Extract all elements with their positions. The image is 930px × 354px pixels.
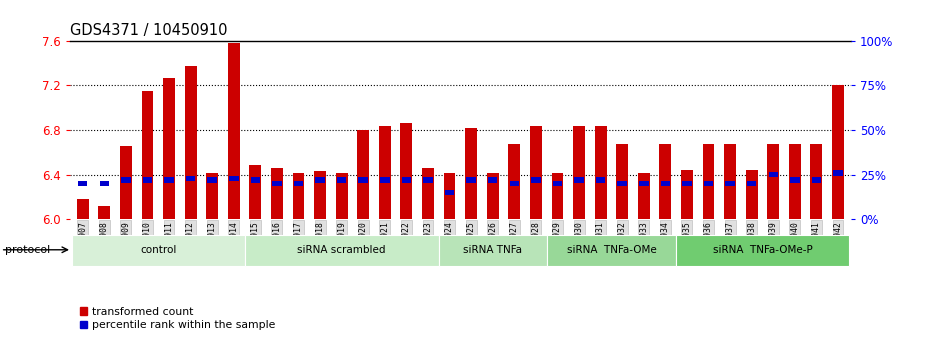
Bar [704, 181, 713, 187]
Bar [271, 168, 283, 219]
Bar [810, 143, 822, 219]
Text: siRNA  TNFa-OMe: siRNA TNFa-OMe [566, 245, 657, 255]
Bar [207, 177, 217, 183]
Bar [293, 172, 304, 219]
Bar [206, 172, 219, 219]
Bar [186, 176, 195, 181]
Bar [163, 78, 175, 219]
Bar [509, 143, 520, 219]
FancyBboxPatch shape [245, 235, 439, 266]
Bar [790, 177, 800, 183]
Text: GDS4371 / 10450910: GDS4371 / 10450910 [70, 23, 227, 38]
Bar [422, 168, 434, 219]
Bar [510, 181, 519, 187]
Bar [185, 67, 196, 219]
Bar [531, 177, 540, 183]
Bar [488, 177, 498, 183]
Bar [683, 181, 692, 187]
FancyBboxPatch shape [547, 235, 676, 266]
Bar [315, 177, 325, 183]
Bar [249, 165, 261, 219]
Bar [358, 177, 368, 183]
Bar [596, 177, 605, 183]
Text: siRNA scrambled: siRNA scrambled [298, 245, 386, 255]
Bar [552, 181, 563, 187]
Bar [120, 146, 132, 219]
FancyBboxPatch shape [439, 235, 547, 266]
Bar [357, 130, 369, 219]
Bar [767, 143, 779, 219]
Bar [466, 177, 476, 183]
Bar [314, 171, 326, 219]
Bar [336, 172, 348, 219]
Bar [78, 181, 87, 187]
Bar [250, 177, 260, 183]
Bar [228, 43, 240, 219]
Bar [659, 143, 671, 219]
Text: siRNA  TNFa-OMe-P: siRNA TNFa-OMe-P [712, 245, 812, 255]
Bar [575, 177, 584, 183]
Bar [445, 190, 455, 195]
Text: siRNA TNFa: siRNA TNFa [463, 245, 523, 255]
Bar [768, 172, 778, 177]
Bar [573, 126, 585, 219]
Bar [725, 181, 735, 187]
Bar [681, 170, 693, 219]
Bar [379, 126, 391, 219]
Bar [746, 170, 758, 219]
Bar [402, 177, 411, 183]
Bar [272, 181, 282, 187]
Bar [77, 199, 88, 219]
Bar [833, 170, 843, 176]
Bar [165, 177, 174, 183]
Bar [702, 143, 714, 219]
Bar [724, 143, 736, 219]
Bar [99, 206, 111, 219]
Bar [638, 172, 650, 219]
Bar [465, 128, 477, 219]
Bar [812, 177, 821, 183]
Bar [551, 172, 564, 219]
FancyBboxPatch shape [72, 235, 245, 266]
Bar [444, 172, 456, 219]
Bar [229, 176, 238, 181]
Bar [401, 124, 412, 219]
Bar [141, 91, 153, 219]
Bar [100, 181, 109, 187]
Bar [639, 181, 648, 187]
Bar [618, 181, 627, 187]
Bar [617, 143, 628, 219]
Bar [121, 177, 130, 183]
Bar [530, 126, 542, 219]
Bar [337, 177, 346, 183]
FancyBboxPatch shape [676, 235, 849, 266]
Bar [380, 177, 390, 183]
Legend: transformed count, percentile rank within the sample: transformed count, percentile rank withi… [75, 303, 280, 335]
Bar [423, 177, 432, 183]
Bar [594, 126, 606, 219]
Bar [486, 172, 498, 219]
Text: protocol: protocol [5, 245, 50, 255]
Bar [747, 181, 756, 187]
Text: control: control [140, 245, 177, 255]
Bar [660, 181, 671, 187]
Bar [832, 85, 844, 219]
Bar [142, 177, 153, 183]
Bar [294, 181, 303, 187]
Bar [789, 143, 801, 219]
